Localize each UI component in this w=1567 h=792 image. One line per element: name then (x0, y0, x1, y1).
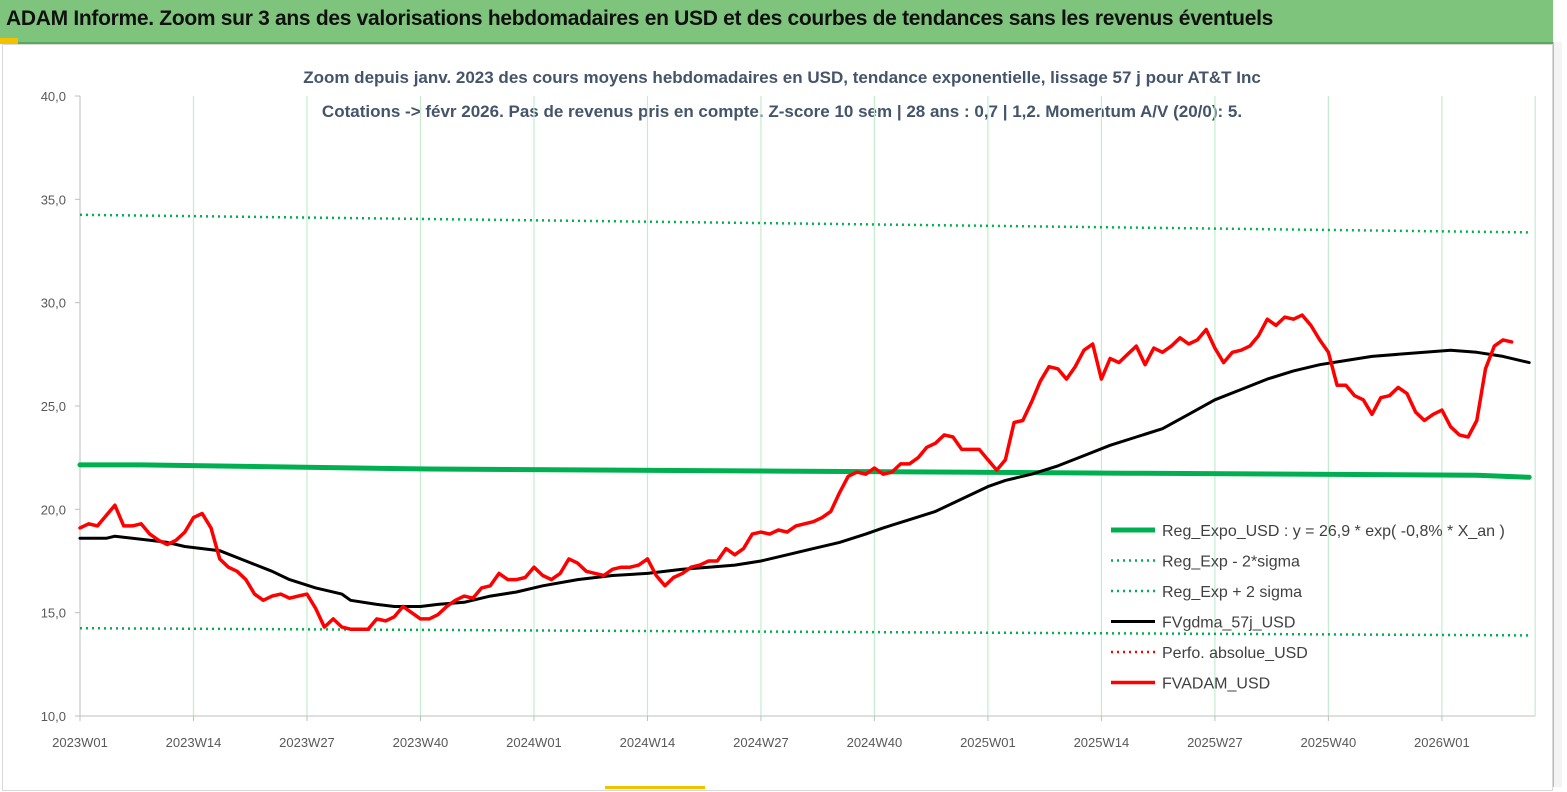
report-banner: ADAM Informe. Zoom sur 3 ans des valoris… (0, 0, 1553, 44)
x-tick-label: 2023W27 (279, 735, 335, 750)
x-tick-label: 2025W40 (1301, 735, 1357, 750)
y-tick-label: 15,0 (41, 606, 66, 621)
y-tick-label: 10,0 (41, 709, 66, 724)
x-tick-label: 2024W14 (620, 735, 676, 750)
legend-label: Reg_Exp + 2 sigma (1162, 584, 1302, 601)
series-line-5 (78, 313, 1514, 631)
y-tick-label: 25,0 (41, 399, 66, 414)
x-tick-label: 2026W01 (1414, 735, 1470, 750)
corner-accent (0, 38, 18, 44)
x-tick-label: 2023W14 (166, 735, 222, 750)
right-edge-panel (1553, 42, 1562, 787)
bottom-accent (605, 786, 705, 789)
series-line-0 (77, 462, 1532, 480)
y-tick-label: 20,0 (41, 502, 66, 517)
legend-label: Reg_Exp - 2*sigma (1162, 554, 1300, 571)
axes: 2023W01 2023W14 2023W27 2023W40 2024W01 2024W… (41, 89, 1536, 750)
series-lines (77, 213, 1532, 637)
series-line-1 (79, 626, 1530, 637)
series-line-3 (78, 348, 1531, 608)
legend: Reg_Expo_USD : y = 26,9 * exp( -0,8% * X… (1111, 523, 1505, 693)
chart-title: Zoom depuis janv. 2023 des cours moyens … (303, 68, 1261, 87)
legend-label: Perfo. absolue_USD (1162, 645, 1308, 662)
x-tick-label: 2023W40 (393, 735, 449, 750)
y-tick-label: 35,0 (41, 192, 66, 207)
legend-label: Reg_Expo_USD : y = 26,9 * exp( -0,8% * X… (1162, 523, 1505, 540)
series-line-2 (79, 213, 1530, 234)
x-tick-label: 2024W27 (733, 735, 789, 750)
x-tick-label: 2024W01 (506, 735, 562, 750)
x-tick-label: 2024W40 (847, 735, 903, 750)
y-tick-label: 40,0 (41, 89, 66, 104)
x-tick-label: 2025W01 (960, 735, 1016, 750)
x-tick-label: 2023W01 (52, 735, 108, 750)
report-title: ADAM Informe. Zoom sur 3 ans des valoris… (6, 7, 1273, 30)
legend-label: FVgdma_57j_USD (1162, 615, 1295, 632)
chart-subtitle: Cotations -> févr 2026. Pas de revenus p… (322, 102, 1242, 121)
y-tick-label: 30,0 (41, 296, 66, 311)
grid-lines (192, 96, 1536, 716)
legend-label: FVADAM_USD (1162, 676, 1270, 693)
chart-frame (2, 44, 1553, 791)
x-tick-label: 2025W14 (1074, 735, 1130, 750)
x-tick-label: 2025W27 (1187, 735, 1243, 750)
